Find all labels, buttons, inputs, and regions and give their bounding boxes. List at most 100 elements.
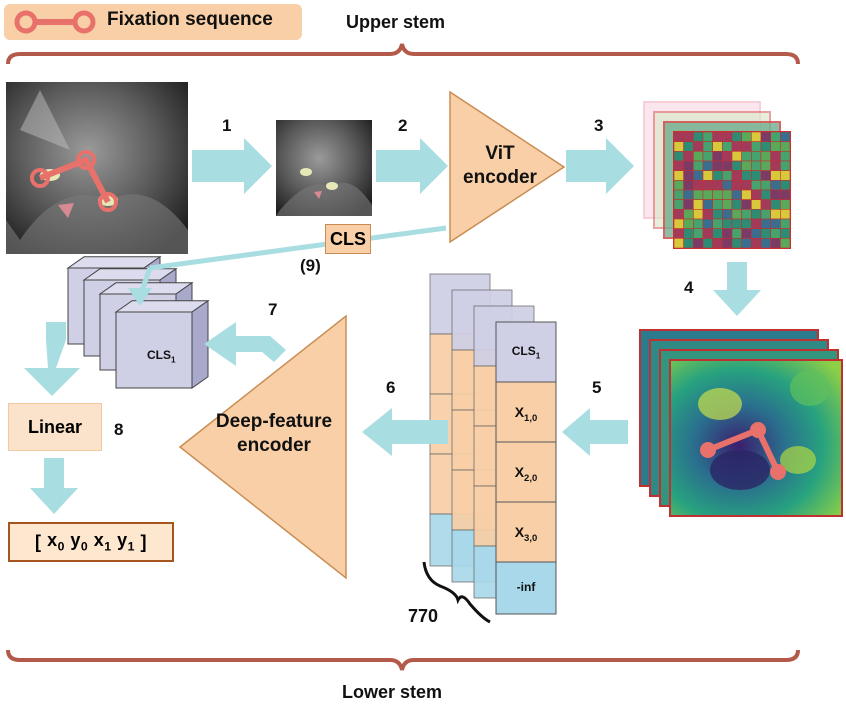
grid-cell: [780, 199, 791, 210]
lower-stem-brace: [6, 649, 800, 671]
grid-cell: [722, 238, 733, 249]
grid-cell: [702, 189, 713, 200]
step-9: (9): [300, 256, 321, 275]
output-close-bracket: ]: [140, 531, 147, 552]
grid-cell: [770, 160, 781, 171]
grid-cell: [760, 151, 771, 162]
grid-cell: [741, 131, 752, 142]
grid-cell: [702, 199, 713, 210]
grid-cell: [741, 209, 752, 220]
grid-cell: [751, 218, 762, 229]
grid-cell: [780, 141, 791, 152]
grid-cell: [683, 141, 694, 152]
output-item-y1: y1: [117, 530, 135, 554]
grid-cell: [770, 170, 781, 181]
grid-cell: [702, 151, 713, 162]
grid-cell: [731, 199, 742, 210]
grid-cell: [741, 218, 752, 229]
grid-cell: [673, 218, 684, 229]
grid-cell: [673, 189, 684, 200]
brace-icon: [422, 561, 491, 624]
fixation-path-icon: [30, 150, 118, 212]
grid-cell: [702, 170, 713, 181]
grid-cell: [741, 170, 752, 181]
grid-cell: [712, 180, 723, 191]
grid-cell: [760, 218, 771, 229]
grid-cell: [673, 141, 684, 152]
grid-cell: [731, 228, 742, 239]
grid-cell: [741, 199, 752, 210]
heatmap-icon: [639, 329, 843, 517]
grid-cell: [751, 160, 762, 171]
grid-cell: [712, 199, 723, 210]
grid-cell: [693, 160, 704, 171]
vit-encoder-triangle: [449, 90, 566, 244]
grid-cell: [712, 228, 723, 239]
upper-stem-brace: [6, 43, 800, 65]
grid-cell: [722, 151, 733, 162]
step-4: 4: [684, 278, 694, 297]
stack-cell-x30: X3,0: [514, 524, 538, 544]
grid-cell: [722, 170, 733, 181]
grid-cell: [741, 151, 752, 162]
grid-cell: [693, 209, 704, 220]
grid-cell: [683, 218, 694, 229]
grid-cell: [673, 228, 684, 239]
grid-cell: [712, 218, 723, 229]
cls-token-box: CLS: [325, 224, 371, 254]
grid-cell: [673, 199, 684, 210]
deep-feature-line-2: encoder: [237, 435, 311, 456]
grid-cell: [770, 189, 781, 200]
grid-cell: [683, 199, 694, 210]
grid-cell: [731, 209, 742, 220]
grid-cell: [693, 199, 704, 210]
grid-cell: [722, 131, 733, 142]
grid-cell: [780, 131, 791, 142]
grid-cell: [760, 209, 771, 220]
grid-cell: [702, 141, 713, 152]
grid-cell: [683, 160, 694, 171]
legend-label: Fixation sequence: [107, 9, 273, 30]
grid-cell: [751, 189, 762, 200]
step-2: 2: [398, 116, 408, 135]
grid-cell: [693, 131, 704, 142]
grid-cell: [702, 131, 713, 142]
grid-cell: [673, 151, 684, 162]
cube-face: [115, 311, 193, 389]
grid-cell: [780, 218, 791, 229]
grid-cell: [770, 151, 781, 162]
cls1-cube-stack: [66, 255, 210, 389]
grid-cell: [751, 170, 762, 181]
grid-cell: [673, 131, 684, 142]
stack-cell-x20: X2,0: [514, 464, 538, 484]
grid-cell: [760, 160, 771, 171]
grid-cell: [693, 238, 704, 249]
grid-cell: [760, 141, 771, 152]
grid-cell: [760, 199, 771, 210]
grid-cell: [712, 189, 723, 200]
fixation-legend-icon-overlay: [14, 10, 96, 34]
cube-cls1-label: CLS1: [147, 348, 176, 365]
grid-cell: [751, 209, 762, 220]
grid-cell: [683, 131, 694, 142]
grid-cell: [712, 131, 723, 142]
grid-cell: [770, 228, 781, 239]
grid-cell: [780, 228, 791, 239]
grid-cell: [722, 209, 733, 220]
grid-cell: [722, 228, 733, 239]
vit-encoder-line-1: ViT: [485, 143, 515, 164]
grid-cell: [731, 151, 742, 162]
grid-cell: [770, 199, 781, 210]
grid-cell: [780, 209, 791, 220]
step-3: 3: [594, 116, 604, 135]
grid-cell: [683, 170, 694, 181]
grid-cell: [770, 209, 781, 220]
step-8: 8: [114, 420, 124, 439]
step-6: 6: [386, 378, 396, 397]
grid-cell: [712, 170, 723, 181]
stack-cell-x10: X1,0: [514, 404, 538, 424]
grid-cell: [751, 228, 762, 239]
output-item-x1: x1: [93, 530, 112, 554]
grid-cell: [693, 218, 704, 229]
